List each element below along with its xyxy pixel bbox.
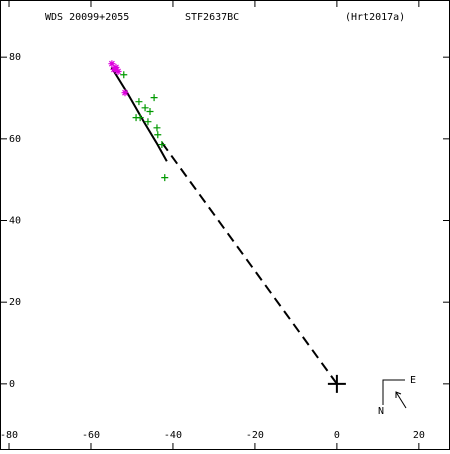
compass-axes — [382, 379, 405, 405]
y-tick-label: 60 — [9, 134, 21, 145]
title-left: WDS 20099+2055 — [45, 12, 129, 23]
compass-arrowhead — [395, 391, 402, 398]
y-tick-label: 40 — [9, 216, 21, 227]
y-tick-label: 20 — [9, 297, 21, 308]
y-tick-label: 80 — [9, 52, 21, 63]
title-center: STF2637BC — [185, 12, 239, 23]
observation — [136, 114, 144, 122]
observation — [120, 71, 128, 79]
observation — [114, 67, 122, 75]
observation — [161, 174, 169, 182]
observation — [108, 60, 116, 68]
x-tick-label: -20 — [246, 430, 264, 441]
x-tick-label: -80 — [0, 430, 18, 441]
observation — [112, 63, 120, 71]
compass-arrow — [395, 391, 407, 409]
compass-e: E — [410, 375, 416, 386]
x-tick-label: -40 — [164, 430, 182, 441]
compass — [382, 379, 407, 409]
y-tick-label: 0 — [9, 379, 15, 390]
observation — [135, 98, 143, 106]
node-line — [159, 140, 338, 385]
x-tick-label: -60 — [82, 430, 100, 441]
observation — [146, 107, 154, 115]
observation — [150, 94, 158, 102]
primary-star — [327, 374, 346, 393]
x-tick-label: 0 — [334, 430, 340, 441]
observation — [158, 141, 166, 149]
orbit — [110, 66, 168, 162]
compass-n: N — [378, 406, 384, 417]
observation — [141, 104, 149, 112]
observation — [144, 118, 152, 126]
observation — [153, 124, 161, 132]
observation — [121, 89, 129, 97]
observation — [154, 131, 162, 139]
x-tick-label: 20 — [413, 430, 425, 441]
title-right: (Hrt2017a) — [345, 12, 405, 23]
